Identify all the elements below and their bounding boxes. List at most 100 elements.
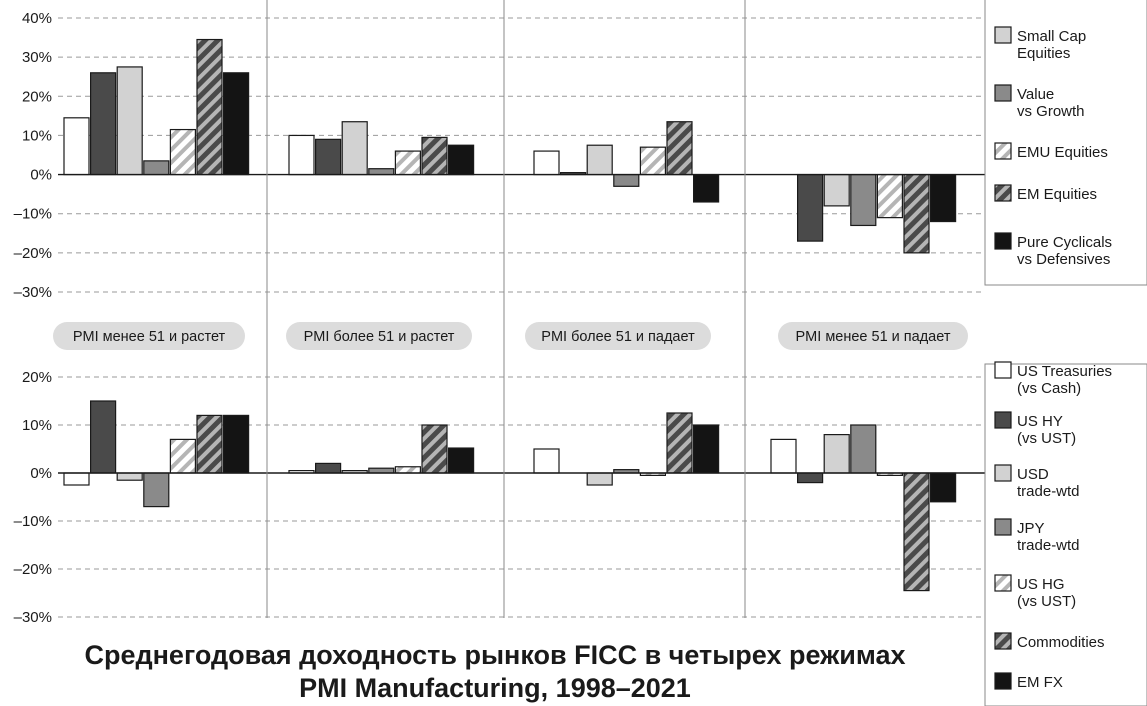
y-tick-label: –30% (14, 284, 52, 301)
bar (116, 66, 143, 176)
y-tick-label: 0% (30, 167, 52, 184)
y-tick-label: 20% (22, 88, 52, 105)
chart-title-line-1: Среднегодовая доходность рынков FICC в ч… (84, 640, 905, 670)
y-tick-label: –10% (14, 206, 52, 223)
legend-label: EM Equities (1017, 186, 1097, 203)
legend-frame (984, 0, 1147, 286)
bar (613, 173, 640, 187)
legend-label: Pure Cyclicals (1017, 234, 1112, 251)
y-tick-label: 40% (22, 10, 52, 27)
legend-frame (984, 363, 1147, 706)
regime-pill (286, 322, 472, 350)
y-tick-label: 20% (22, 369, 52, 386)
legend-label: vs Defensives (1017, 251, 1110, 268)
bar (421, 424, 448, 474)
bar (169, 438, 196, 474)
y-tick-label: –30% (14, 609, 52, 626)
bar (223, 72, 250, 176)
bar (796, 472, 824, 484)
y-tick-label: –10% (14, 513, 52, 530)
bar (315, 138, 342, 176)
bar (533, 448, 560, 474)
regime-label: PMI менее 51 и падает (796, 329, 951, 345)
bar (63, 472, 90, 486)
y-tick-label: –20% (14, 245, 52, 262)
bar (196, 414, 223, 474)
legend-swatch (994, 518, 1012, 536)
bar (796, 173, 824, 242)
bar (89, 400, 117, 474)
bar (929, 173, 957, 223)
bar (929, 472, 957, 503)
legend-swatch (994, 464, 1012, 482)
regime-label: PMI более 51 и падает (541, 329, 695, 345)
legend-label: USD (1017, 466, 1049, 483)
legend-swatch (994, 184, 1012, 202)
legend-bottom: US Treasuries(vs Cash)US HY(vs UST)USDtr… (984, 361, 1147, 706)
bar (903, 472, 930, 592)
legend-label: US Treasuries (1017, 363, 1112, 380)
bar (169, 128, 196, 176)
bar (692, 173, 720, 203)
legend-swatch (994, 84, 1012, 102)
legend-label: US HY (1017, 413, 1063, 430)
legend-label: Small Cap (1017, 28, 1086, 45)
bar (448, 144, 475, 176)
top-equity-panel: –30% –20% –10% 0% 10% 20% 30% 40% (14, 10, 985, 301)
y-tick-label: 10% (22, 417, 52, 434)
bar (448, 447, 475, 474)
legend-label: trade-wtd (1017, 537, 1080, 554)
legend-label: (vs Cash) (1017, 380, 1081, 397)
bar (341, 121, 368, 176)
bar (116, 472, 143, 481)
bar (394, 466, 421, 474)
legend-label: Value (1017, 86, 1054, 103)
legend-swatch (994, 672, 1012, 690)
bar (586, 472, 613, 486)
bar (368, 467, 395, 474)
bar (850, 173, 877, 227)
bar (89, 72, 117, 176)
regime-label: PMI более 51 и растет (304, 329, 455, 345)
legend-label: (vs UST) (1017, 593, 1076, 610)
legend-swatch (994, 574, 1012, 592)
bar (770, 438, 797, 474)
regime-pill (53, 322, 245, 350)
bottom-ficc-panel: –30% –20% –10% 0% 10% 20% (14, 369, 985, 626)
regime-label: PMI менее 51 и растет (73, 329, 226, 345)
legend-label: trade-wtd (1017, 483, 1080, 500)
legend-swatch (994, 26, 1012, 44)
legend-label: EM FX (1017, 674, 1063, 691)
bar (666, 121, 693, 176)
legend-label: Equities (1017, 45, 1070, 62)
legend-label: JPY (1017, 520, 1045, 537)
bar (223, 414, 250, 474)
y-tick-label: –20% (14, 561, 52, 578)
legend-label: vs Growth (1017, 103, 1085, 120)
y-tick-label: 30% (22, 49, 52, 66)
legend-swatch (994, 361, 1012, 379)
y-tick-label: 0% (30, 465, 52, 482)
bar (315, 462, 342, 474)
legend-label: (vs UST) (1017, 430, 1076, 447)
legend-swatch (994, 411, 1012, 429)
legend-swatch (994, 632, 1012, 650)
bar (196, 38, 223, 176)
bar (823, 173, 850, 207)
regime-pill (778, 322, 968, 350)
bar (368, 168, 395, 176)
legend-swatch (994, 232, 1012, 250)
legend-label: Commodities (1017, 634, 1105, 651)
bar (850, 424, 877, 474)
bar (639, 146, 667, 176)
bar (823, 434, 850, 474)
regime-separators (266, 0, 746, 618)
bar (533, 150, 560, 176)
y-tick-label: 10% (22, 127, 52, 144)
regime-pill (525, 322, 711, 350)
bar (876, 173, 904, 219)
bar (692, 424, 720, 474)
bar (421, 136, 448, 176)
regime-labels: PMI менее 51 и растет PMI более 51 и раст… (53, 322, 968, 350)
